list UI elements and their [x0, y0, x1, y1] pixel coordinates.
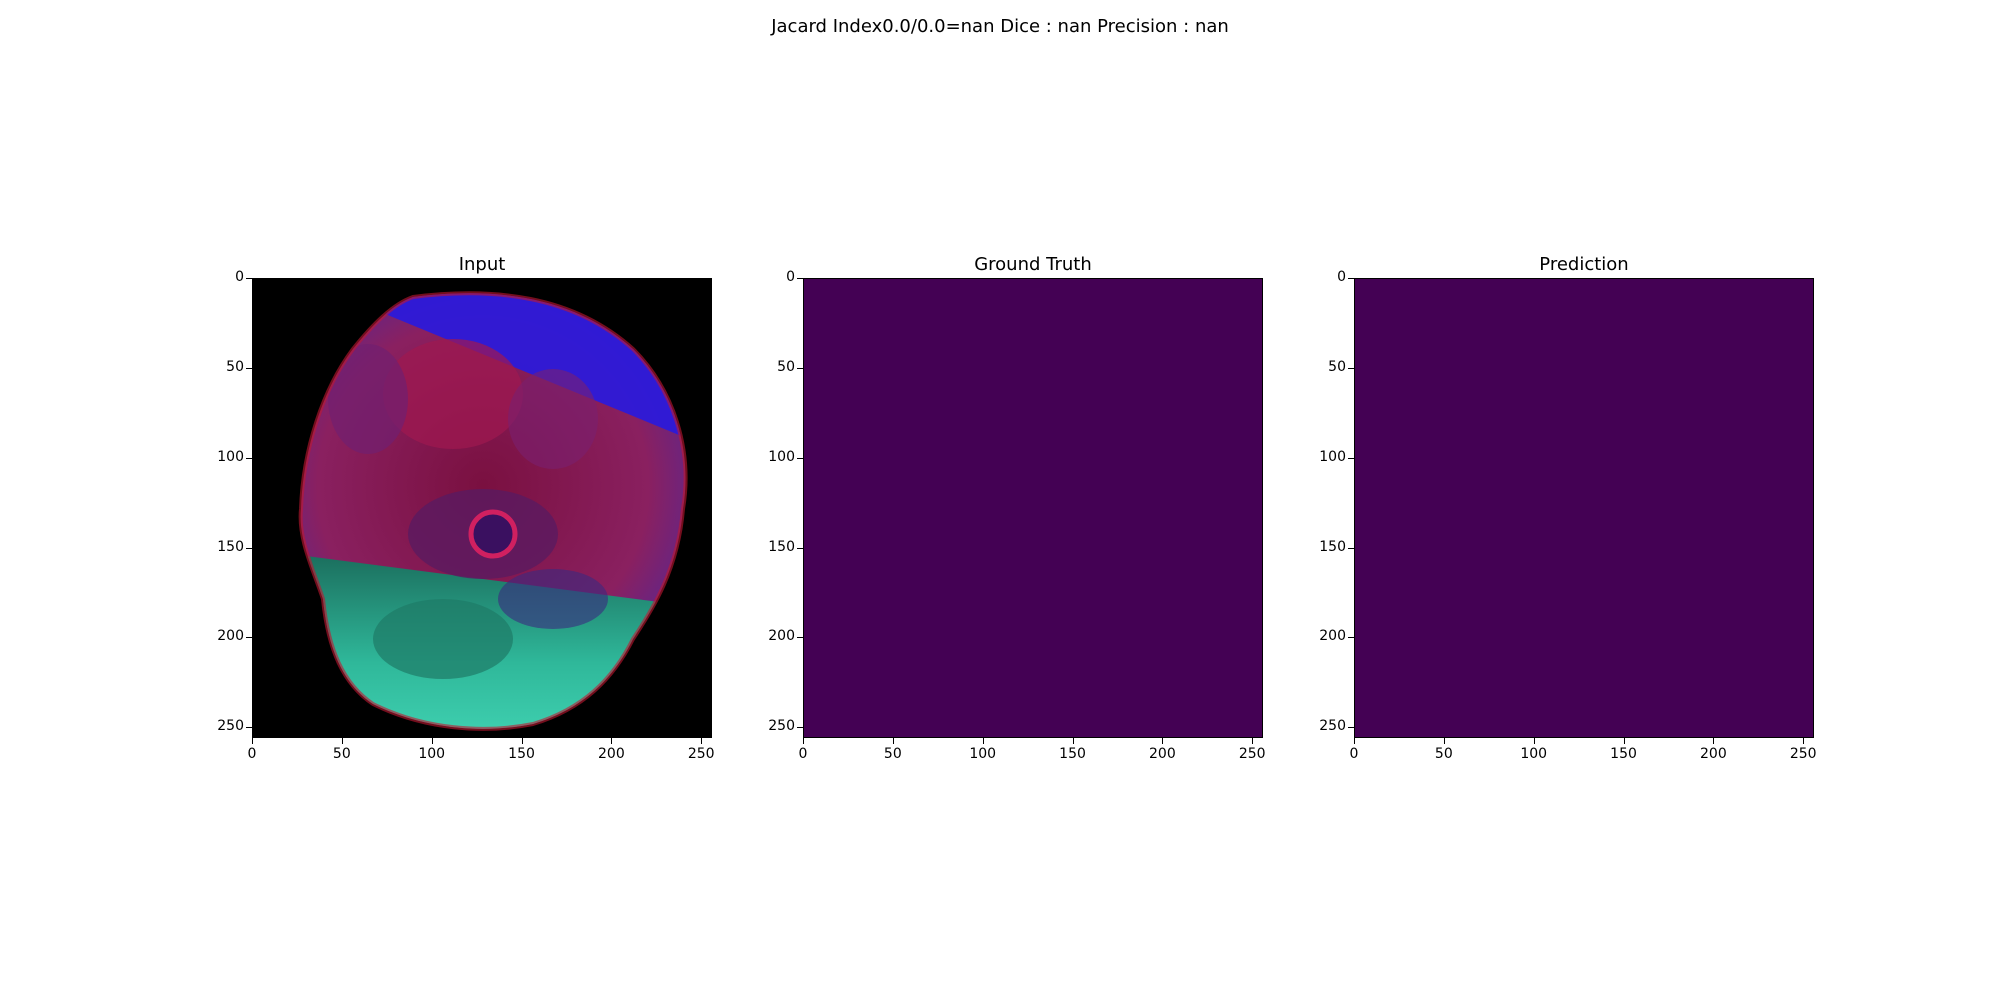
y-tick-mark [246, 367, 252, 369]
y-tick-label: 250 [1319, 718, 1346, 735]
x-tick-mark [1443, 738, 1445, 744]
ground-truth-mask [804, 279, 1262, 737]
y-tick-label: 150 [1319, 538, 1346, 555]
x-tick-label: 250 [687, 746, 715, 762]
y-tick-label: 50 [1328, 358, 1346, 375]
panel-title-prediction: Prediction [1539, 254, 1629, 275]
x-tick-label: 250 [1238, 746, 1266, 762]
x-tick-label: 50 [332, 746, 351, 762]
x-tick-label: 250 [1789, 746, 1817, 762]
x-tick-label: 150 [1610, 746, 1637, 762]
y-tick-label: 50 [226, 358, 244, 375]
y-tick-mark [797, 367, 803, 369]
y-tick-label: 200 [217, 628, 244, 645]
y-tick-label: 0 [1337, 269, 1346, 285]
y-tick-mark [797, 457, 803, 459]
x-tick-label: 0 [247, 746, 257, 762]
x-tick-mark [252, 738, 253, 744]
y-tick-label: 200 [768, 628, 795, 645]
x-tick-label: 150 [1059, 746, 1086, 762]
y-tick-label: 0 [235, 269, 244, 285]
x-tick-label: 0 [798, 746, 808, 762]
y-tick-mark [246, 547, 252, 549]
axes-ground-truth [803, 278, 1263, 738]
y-tick-label: 150 [768, 538, 795, 555]
y-tick-label: 250 [217, 718, 244, 735]
y-tick-label: 100 [768, 448, 795, 465]
panel-title-ground-truth: Ground Truth [974, 254, 1092, 275]
x-tick-mark [611, 738, 613, 744]
x-tick-mark [1252, 738, 1254, 744]
figure-suptitle: Jacard Index0.0/0.0=nan Dice : nan Preci… [771, 16, 1229, 37]
y-tick-mark [797, 637, 803, 639]
x-tick-mark [1533, 738, 1535, 744]
x-tick-label: 100 [969, 746, 997, 762]
x-tick-mark [1072, 738, 1074, 744]
axes-input [252, 278, 712, 738]
x-tick-mark [701, 738, 703, 744]
panel-input: Input [212, 250, 772, 790]
x-tick-mark [341, 738, 343, 744]
y-tick-label: 150 [217, 538, 244, 555]
x-tick-label: 150 [508, 746, 535, 762]
y-tick-mark [1348, 367, 1354, 369]
y-tick-label: 200 [1319, 628, 1346, 645]
axes-prediction [1354, 278, 1814, 738]
y-tick-mark [1348, 547, 1354, 549]
mri-image [253, 279, 711, 737]
y-tick-mark [246, 637, 252, 639]
y-tick-mark [1348, 727, 1354, 729]
x-tick-mark [1623, 738, 1625, 744]
y-tick-mark [246, 727, 252, 729]
prediction-mask [1355, 279, 1813, 737]
y-tick-label: 50 [777, 358, 795, 375]
x-tick-label: 50 [883, 746, 902, 762]
y-tick-label: 100 [1319, 448, 1346, 465]
x-tick-label: 200 [1700, 746, 1727, 762]
x-tick-label: 200 [598, 746, 625, 762]
y-tick-label: 100 [217, 448, 244, 465]
y-tick-mark [1348, 278, 1354, 279]
y-tick-label: 250 [768, 718, 795, 735]
y-tick-mark [246, 457, 252, 459]
y-tick-mark [797, 278, 803, 279]
x-tick-label: 100 [418, 746, 446, 762]
x-tick-mark [521, 738, 523, 744]
x-tick-mark [803, 738, 804, 744]
y-tick-mark [246, 278, 252, 279]
x-tick-mark [431, 738, 433, 744]
panel-prediction: Prediction 0 50 100 150 200 250 0 50 100 150 200 2… [1314, 250, 1874, 790]
y-tick-mark [1348, 457, 1354, 459]
x-tick-label: 100 [1520, 746, 1548, 762]
x-tick-label: 50 [1434, 746, 1453, 762]
x-tick-mark [1713, 738, 1715, 744]
x-tick-label: 200 [1149, 746, 1176, 762]
x-tick-mark [1803, 738, 1805, 744]
y-tick-label: 0 [786, 269, 795, 285]
panel-title-input: Input [458, 254, 506, 275]
y-tick-mark [1348, 637, 1354, 639]
x-tick-mark [982, 738, 984, 744]
x-tick-mark [1354, 738, 1355, 744]
x-tick-mark [892, 738, 894, 744]
x-tick-label: 0 [1349, 746, 1359, 762]
panel-ground-truth: Ground Truth 0 50 100 150 200 250 0 50 100 150 20… [763, 250, 1323, 790]
y-tick-mark [797, 727, 803, 729]
y-tick-mark [797, 547, 803, 549]
x-tick-mark [1162, 738, 1164, 744]
